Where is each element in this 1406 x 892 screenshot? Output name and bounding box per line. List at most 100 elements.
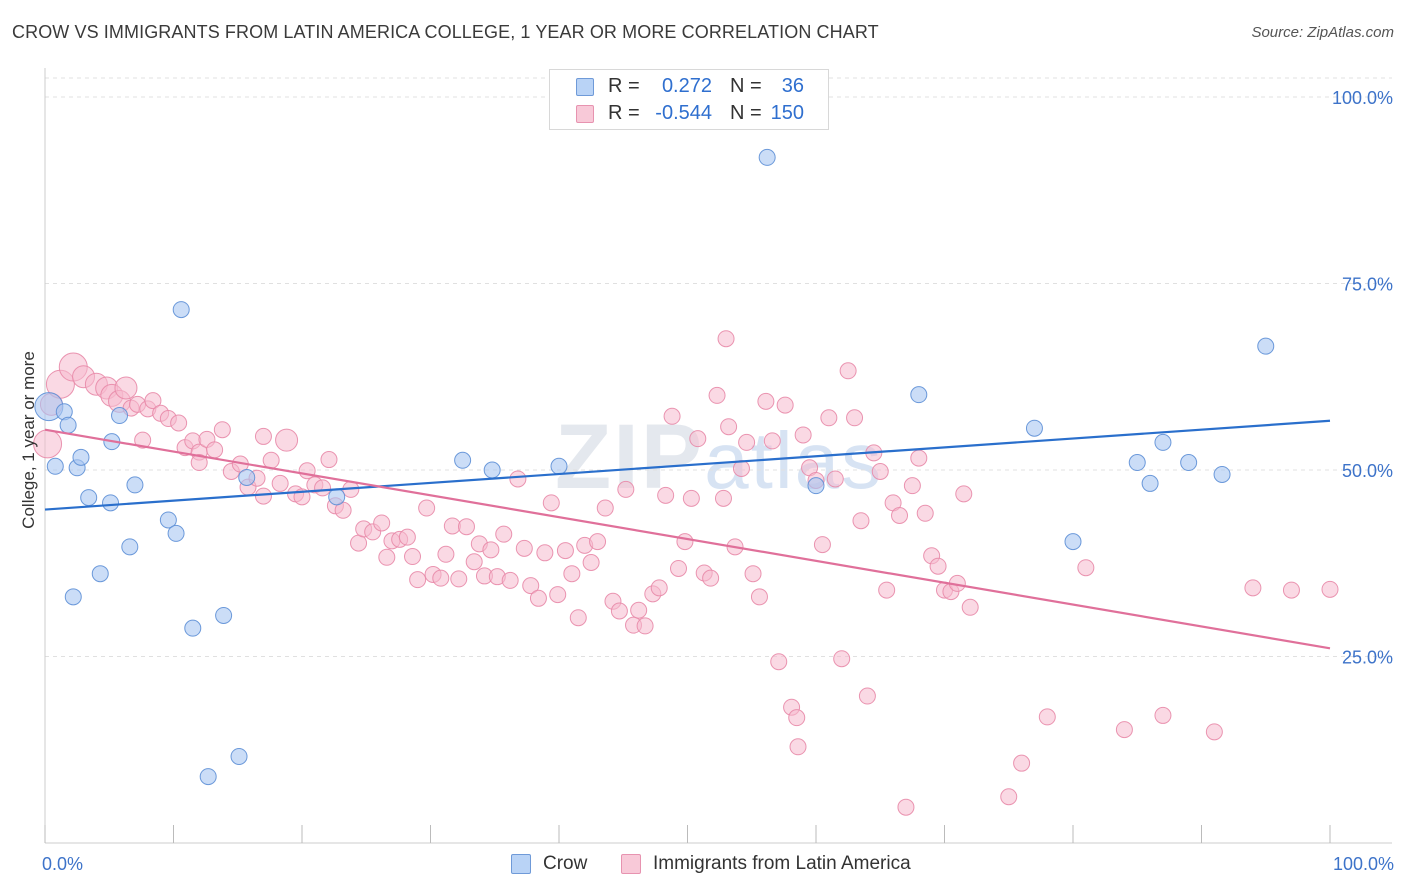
data-point-latin-america (378, 548, 396, 566)
data-point-crow (184, 619, 202, 637)
data-point-latin-america (929, 557, 947, 575)
data-point-latin-america (536, 544, 554, 562)
data-point-latin-america (961, 598, 979, 616)
legend-n-label: N = (730, 75, 762, 97)
data-point-crow (72, 448, 90, 466)
data-point-latin-america (763, 432, 781, 450)
data-point-latin-america (398, 528, 416, 546)
y-tick-label: 50.0% (1342, 461, 1393, 481)
data-point-latin-america (910, 449, 928, 467)
data-point-crow (238, 468, 256, 486)
legend-n-value: 36 (781, 75, 804, 97)
legend-n-value: 150 (770, 102, 804, 124)
data-point-latin-america (788, 709, 806, 727)
data-point-latin-america (714, 489, 732, 507)
data-point-latin-america (720, 418, 738, 436)
data-point-crow (1064, 533, 1082, 551)
data-point-latin-america (596, 499, 614, 517)
data-point-latin-america (617, 480, 635, 498)
data-point-latin-america (1038, 708, 1056, 726)
data-point-latin-america (495, 525, 513, 543)
data-point-latin-america (1115, 721, 1133, 739)
data-point-latin-america (320, 451, 338, 469)
data-point-latin-america (750, 588, 768, 606)
data-point-crow (59, 416, 77, 434)
data-point-crow (159, 511, 177, 529)
data-point-crow (199, 768, 217, 786)
data-point-crow (215, 606, 233, 624)
data-point-crow (46, 457, 64, 475)
data-point-crow (1180, 454, 1198, 472)
data-point-latin-america (589, 533, 607, 551)
data-point-crow (910, 386, 928, 404)
data-point-latin-america (465, 553, 483, 571)
data-point-latin-america (657, 486, 675, 504)
data-point-latin-america (529, 589, 547, 607)
data-point-latin-america (314, 479, 332, 497)
data-point-latin-america (569, 609, 587, 627)
data-point-latin-america (903, 477, 921, 495)
data-point-latin-america (826, 470, 844, 488)
data-point-crow (483, 461, 501, 479)
data-point-crow (1257, 337, 1275, 355)
data-point-crow (1025, 419, 1043, 437)
legend-n-label: N = (730, 102, 762, 124)
source-label: Source: ZipAtlas.com (1251, 24, 1394, 41)
legend-swatch-latin-america (576, 105, 594, 123)
data-point-latin-america (708, 386, 726, 404)
data-point-latin-america (744, 565, 762, 583)
data-point-latin-america (170, 414, 188, 432)
data-point-crow (80, 489, 98, 507)
data-point-crow (550, 457, 568, 475)
data-point-latin-america (1154, 706, 1172, 724)
data-point-crow (126, 476, 144, 494)
data-point-crow (1128, 454, 1146, 472)
data-point-latin-america (254, 487, 272, 505)
data-point-latin-america (450, 570, 468, 588)
data-point-latin-america (114, 376, 138, 400)
y-tick-label: 100.0% (1332, 88, 1393, 108)
data-point-crow (328, 488, 346, 506)
data-point-latin-america (630, 601, 648, 619)
data-point-crow (111, 407, 129, 425)
data-point-latin-america (482, 541, 500, 559)
data-point-latin-america (820, 409, 838, 427)
data-point-latin-america (650, 579, 668, 597)
data-point-latin-america (515, 539, 533, 557)
data-point-latin-america (542, 494, 560, 512)
data-point-latin-america (676, 533, 694, 551)
data-point-crow (121, 538, 139, 556)
data-point-latin-america (134, 431, 152, 449)
legend-swatch-latin-america (621, 854, 641, 874)
legend-r-value: 0.272 (661, 75, 712, 97)
data-point-latin-america (1077, 559, 1095, 577)
data-point-latin-america (610, 602, 628, 620)
series-crow-points (34, 148, 1275, 786)
data-point-latin-america (833, 650, 851, 668)
data-point-latin-america (582, 554, 600, 572)
data-point-latin-america (794, 426, 812, 444)
data-point-latin-america (663, 407, 681, 425)
data-point-latin-america (271, 474, 289, 492)
legend-swatch-crow (511, 854, 531, 874)
data-point-crow (230, 747, 248, 765)
x-tick-label: 0.0% (42, 854, 83, 874)
data-point-crow (454, 451, 472, 469)
data-point-latin-america (839, 362, 857, 380)
data-point-latin-america (501, 571, 519, 589)
data-point-latin-america (275, 428, 299, 452)
data-point-latin-america (457, 518, 475, 536)
data-point-latin-america (213, 421, 231, 439)
data-point-latin-america (262, 451, 280, 469)
trend-line-crow (44, 419, 1331, 511)
data-point-latin-america (955, 485, 973, 503)
data-point-latin-america (702, 569, 720, 587)
legend-row-crow: R = 0.272 N = 36 (550, 73, 828, 101)
data-point-latin-america (878, 581, 896, 599)
data-point-latin-america (522, 577, 540, 595)
data-point-latin-america (1321, 580, 1339, 598)
data-point-latin-america (813, 536, 831, 554)
data-point-latin-america (682, 489, 700, 507)
grid-lines (45, 77, 1392, 657)
trend-lines (44, 419, 1331, 650)
